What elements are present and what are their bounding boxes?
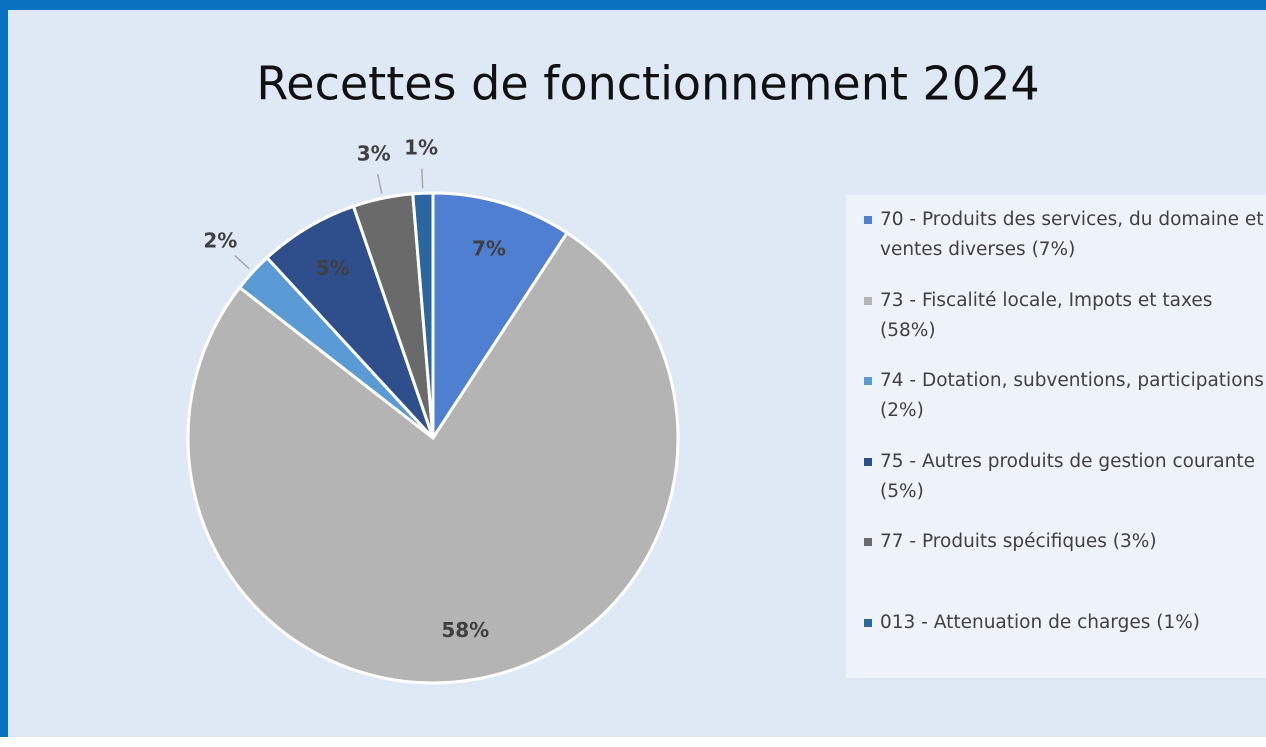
legend-label: 77 - Produits spécifiques (3%): [880, 531, 1157, 552]
legend-item: 74 - Dotation, subventions, participatio…: [864, 366, 1266, 447]
legend-swatch: [864, 618, 872, 627]
data-label: 1%: [404, 136, 438, 160]
legend-item: 77 - Produits spécifiques (3%): [864, 527, 1266, 608]
legend-label: 013 - Attenuation de charges (1%): [880, 611, 1201, 633]
pie-slice: [186, 230, 680, 685]
legend-label: 75 - Autres produits de gestion courante…: [880, 450, 1255, 502]
legend-swatch: [864, 538, 872, 546]
chart-title: Recettes de fonctionnement 2024: [256, 57, 1039, 111]
data-label: 7%: [472, 237, 506, 261]
leader-line: [234, 254, 250, 270]
data-label: 58%: [441, 618, 489, 642]
leader-line: [421, 168, 424, 189]
legend-swatch: [864, 216, 872, 224]
legend-label: 73 - Fiscalité locale, Impots et taxes (…: [880, 289, 1213, 341]
chart: Recettes de fonctionnement 2024 7% 58% 2% 5…: [186, 57, 1040, 685]
leader-line: [376, 174, 383, 194]
legend-item: 75 - Autres produits de gestion courante…: [864, 447, 1266, 528]
data-label: 5%: [316, 256, 350, 280]
legend-swatch: [864, 457, 872, 466]
legend-item: 73 - Fiscalité locale, Impots et taxes (…: [864, 286, 1266, 367]
legend-swatch: [864, 296, 872, 305]
legend-item: 70 - Produits des services, du domaine e…: [864, 205, 1266, 286]
legend-label: 70 - Produits des services, du domaine e…: [880, 209, 1264, 260]
legend-label: 74 - Dotation, subventions, participatio…: [880, 370, 1264, 421]
pie-slice: [411, 191, 435, 439]
pie-slice: [431, 191, 570, 444]
data-label: 2%: [203, 229, 237, 253]
legend: 70 - Produits des services, du domaine e…: [846, 195, 1266, 678]
legend-swatch: [864, 377, 872, 385]
data-label: 3%: [357, 142, 391, 166]
legend-item: 013 - Attenuation de charges (1%): [864, 608, 1266, 689]
